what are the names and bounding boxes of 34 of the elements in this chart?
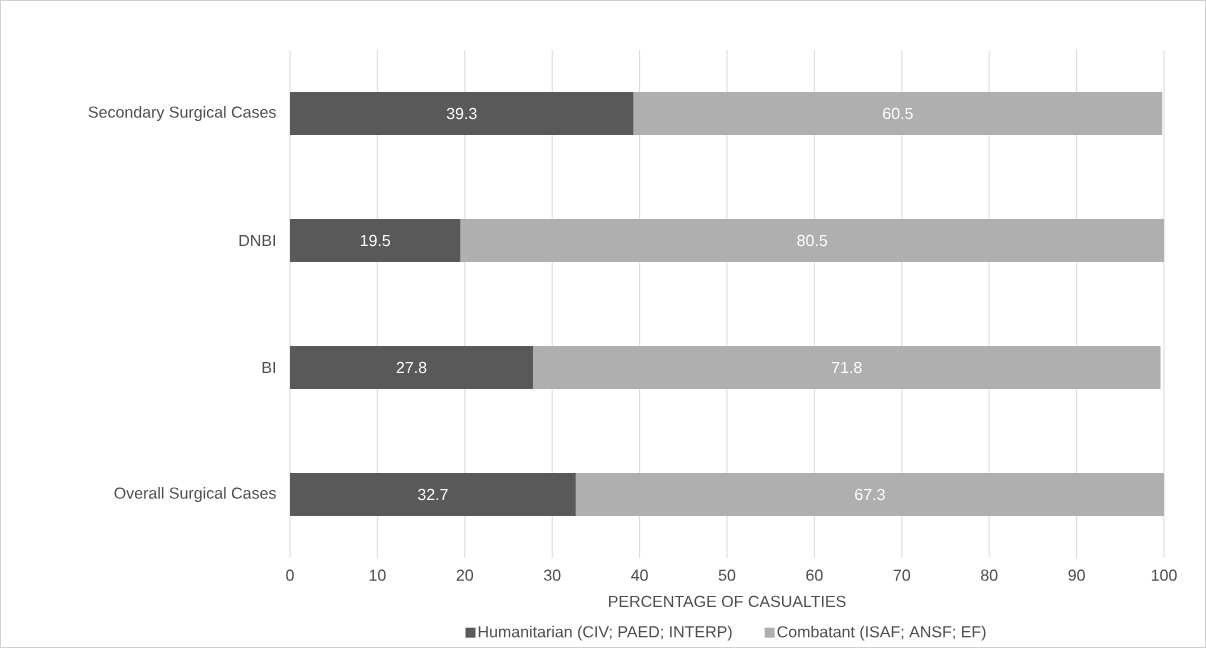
legend-label: Combatant (ISAF; ANSF; EF) [777,625,986,641]
y-tick-label: BI [262,362,275,374]
x-axis-title: PERCENTAGE OF CASUALTIES [609,595,846,608]
x-tick-label: 80 [981,569,998,581]
x-tick-label: 0 [286,569,294,581]
x-tick-label: 20 [456,569,474,581]
y-tick-label: Overall Surgical Cases [114,487,276,502]
y-tick-label: Secondary Surgical Cases [88,106,276,121]
bar [290,92,634,135]
bar [290,346,533,390]
bar [575,473,1165,517]
data-label: 32.7 [417,488,448,501]
data-label: 80.5 [797,234,828,247]
x-tick-label: 40 [631,569,648,581]
legend-label: Humanitarian (CIV; PAED; INTERP) [478,625,732,641]
x-tick-label: 30 [543,569,561,581]
data-label: 39.3 [446,107,477,120]
bar [290,473,576,517]
data-label: 71.8 [831,361,862,374]
data-label: 27.8 [396,361,427,374]
x-tick-label: 10 [369,569,386,581]
bar [290,219,461,263]
y-tick-label: DNBI [239,235,275,247]
data-label: 19.5 [360,234,391,247]
bar [633,92,1163,135]
x-tick-label: 100 [1151,569,1177,581]
x-tick-label: 50 [718,569,736,581]
bar [532,346,1161,390]
data-label: 60.5 [883,107,913,120]
x-tick-label: 70 [893,569,911,581]
x-tick-label: 60 [806,569,823,581]
x-tick-label: 90 [1068,569,1085,581]
bar [460,219,1165,263]
data-label: 67.3 [855,488,885,501]
